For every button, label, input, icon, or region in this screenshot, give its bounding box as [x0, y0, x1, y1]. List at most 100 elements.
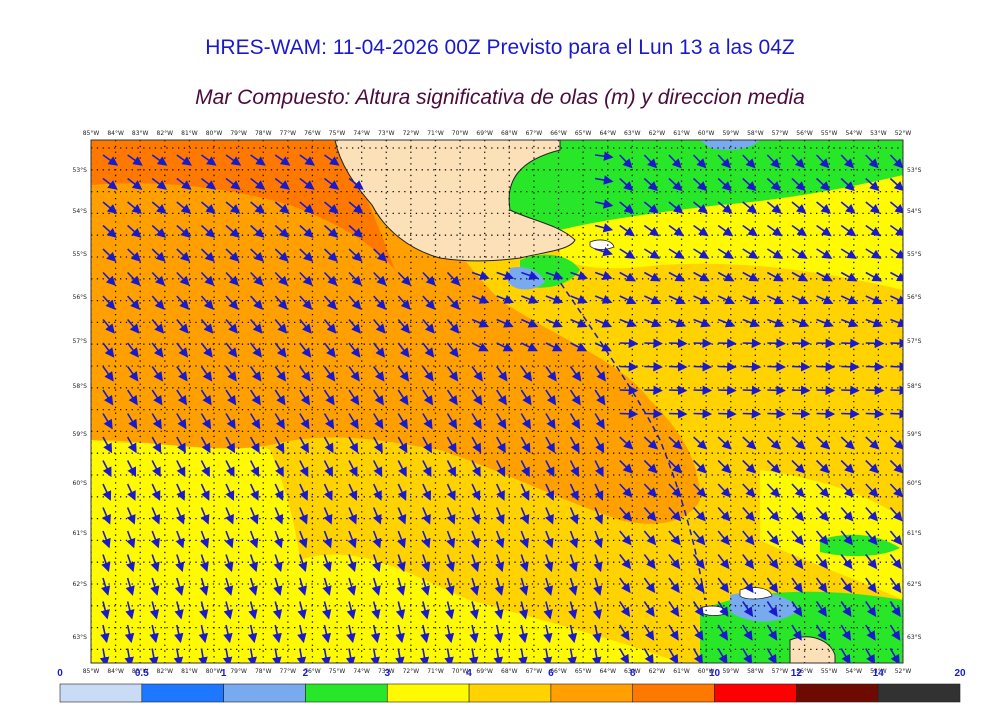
direction-arrow: [890, 362, 903, 372]
direction-arrow: [841, 409, 860, 419]
field-3-4-s: [300, 554, 680, 663]
direction-arrow: [176, 342, 189, 358]
direction-arrow: [446, 318, 460, 334]
lon-label-bottom: 56°W: [796, 668, 813, 675]
direction-arrow: [323, 366, 336, 382]
direction-arrow: [250, 154, 266, 166]
lon-label-top: 57°W: [772, 130, 789, 137]
direction-arrow: [223, 577, 234, 596]
direction-arrow: [619, 177, 634, 192]
direction-arrow: [840, 530, 854, 546]
direction-arrow: [865, 295, 883, 305]
lat-label-left: 63°S: [73, 634, 88, 641]
direction-arrow: [545, 389, 557, 406]
direction-arrow: [249, 389, 261, 406]
direction-arrow: [150, 554, 160, 573]
colorbar-segment: [632, 683, 715, 703]
direction-arrow: [594, 483, 604, 501]
direction-arrow: [299, 201, 315, 214]
lon-label-top: 56°W: [796, 130, 813, 137]
direction-arrow: [693, 385, 713, 396]
direction-arrow: [469, 624, 479, 644]
direction-arrow: [643, 154, 658, 169]
direction-arrow: [644, 362, 663, 372]
direction-arrow: [446, 436, 457, 454]
direction-arrow: [815, 530, 829, 546]
direction-arrow: [569, 460, 579, 478]
direction-arrow: [815, 577, 828, 594]
direction-arrow: [126, 342, 139, 358]
colorbar-segment: [468, 683, 552, 703]
direction-arrow: [889, 506, 903, 522]
direction-arrow: [520, 366, 533, 382]
direction-arrow: [419, 648, 430, 663]
direction-arrow: [890, 409, 903, 419]
direction-arrow: [668, 385, 688, 396]
direction-arrow: [274, 248, 289, 262]
direction-arrow: [767, 295, 785, 305]
direction-arrow: [816, 385, 836, 396]
direction-arrow: [865, 459, 879, 474]
lon-labels-bottom: 85°W 84°W 83°W 82°W 81°W 80°W 79°W 78°W 77°W 76°W…: [83, 668, 912, 675]
direction-arrow: [816, 177, 831, 192]
direction-arrow: [742, 459, 756, 474]
lon-label-top: 52°W: [895, 130, 912, 137]
direction-arrow: [865, 248, 882, 259]
direction-arrow: [225, 271, 239, 286]
direction-arrow: [594, 199, 614, 209]
direction-arrow: [767, 409, 786, 419]
direction-arrow: [865, 271, 883, 282]
direction-arrow: [692, 459, 707, 474]
direction-arrow: [471, 342, 489, 352]
direction-arrow: [619, 224, 635, 237]
direction-arrow: [151, 154, 168, 166]
direction-arrow: [247, 624, 258, 644]
direction-arrow: [323, 507, 333, 525]
lon-label-bottom: 83°W: [132, 668, 149, 675]
direction-arrow: [791, 624, 802, 641]
direction-arrow: [298, 507, 308, 525]
direction-arrow: [322, 601, 332, 620]
direction-arrow: [150, 577, 160, 596]
lon-label-bottom: 66°W: [550, 668, 567, 675]
lat-labels-left: 53°S 54°S 55°S 56°S 57°S 58°S 59°S 60°S 61°S 62°S…: [73, 167, 88, 641]
direction-arrow: [397, 271, 412, 286]
direction-arrow: [840, 318, 859, 328]
direction-arrow: [176, 318, 189, 334]
direction-arrow: [816, 224, 832, 237]
direction-arrow: [791, 295, 809, 305]
direction-arrow: [545, 460, 555, 478]
direction-arrow: [718, 362, 737, 372]
direction-arrow: [494, 577, 504, 596]
direction-arrow: [446, 460, 456, 478]
direction-arrow: [127, 224, 142, 238]
direction-arrow: [348, 413, 359, 430]
colorbar-segment: [305, 683, 388, 703]
direction-arrow: [494, 601, 504, 620]
direction-arrow: [841, 362, 860, 372]
direction-arrow: [668, 338, 688, 349]
direction-arrow: [176, 366, 188, 382]
colorbar-label: 4: [466, 668, 472, 679]
direction-arrow: [323, 201, 339, 214]
direction-arrow: [619, 201, 635, 214]
direction-arrow: [149, 601, 160, 620]
direction-arrow: [570, 270, 589, 280]
direction-arrow: [717, 271, 735, 282]
direction-arrow: [102, 389, 114, 406]
direction-arrow: [643, 177, 658, 192]
direction-arrow: [176, 413, 187, 430]
direction-arrow: [373, 295, 387, 310]
direction-arrow: [225, 483, 235, 501]
direction-arrow: [471, 294, 490, 304]
lon-label-bottom: 71°W: [427, 668, 444, 675]
direction-arrow: [422, 413, 433, 430]
direction-arrow: [742, 554, 755, 570]
direction-arrow: [493, 648, 504, 663]
direction-arrow: [102, 318, 115, 334]
direction-arrow: [420, 601, 430, 620]
direction-arrow: [619, 362, 639, 372]
direction-arrow: [250, 201, 265, 214]
direction-arrow: [495, 507, 505, 525]
direction-arrow: [717, 554, 730, 570]
